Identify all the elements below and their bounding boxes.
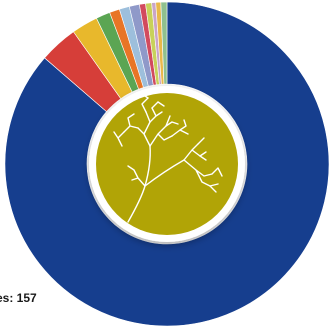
donut-slice-1[interactable] — [4, 1, 330, 327]
tree-icon — [113, 93, 223, 223]
center-emblem — [89, 86, 245, 242]
node-count-label: es: 157 — [0, 291, 37, 305]
donut-slices — [4, 1, 330, 327]
donut-slice-12[interactable] — [160, 1, 168, 85]
center-disc — [96, 93, 238, 235]
